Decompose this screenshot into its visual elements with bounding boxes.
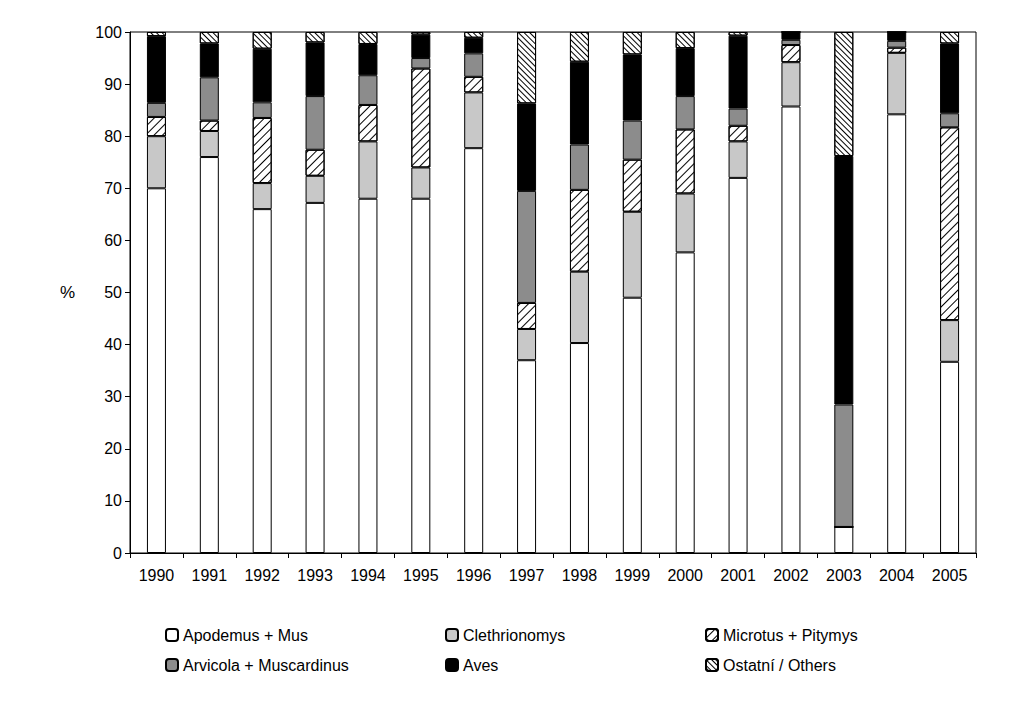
- svg-text:60: 60: [104, 232, 122, 249]
- svg-text:100: 100: [95, 24, 122, 41]
- svg-text:2002: 2002: [773, 567, 809, 584]
- svg-text:Clethrionomys: Clethrionomys: [463, 627, 565, 644]
- svg-text:Arvicola + Muscardinus: Arvicola + Muscardinus: [183, 657, 349, 674]
- svg-text:90: 90: [104, 76, 122, 93]
- svg-text:80: 80: [104, 128, 122, 145]
- svg-text:1996: 1996: [456, 567, 492, 584]
- svg-text:1998: 1998: [562, 567, 598, 584]
- svg-text:2000: 2000: [667, 567, 703, 584]
- svg-text:40: 40: [104, 336, 122, 353]
- svg-text:2004: 2004: [879, 567, 915, 584]
- svg-text:0: 0: [113, 545, 122, 562]
- svg-text:Microtus + Pitymys: Microtus + Pitymys: [723, 627, 858, 644]
- svg-text:2003: 2003: [826, 567, 862, 584]
- svg-text:1993: 1993: [297, 567, 333, 584]
- svg-text:10: 10: [104, 492, 122, 509]
- svg-text:1999: 1999: [615, 567, 651, 584]
- svg-text:20: 20: [104, 440, 122, 457]
- svg-text:1991: 1991: [192, 567, 228, 584]
- svg-text:2005: 2005: [932, 567, 968, 584]
- svg-text:%: %: [60, 283, 75, 302]
- svg-text:30: 30: [104, 388, 122, 405]
- svg-text:1994: 1994: [350, 567, 386, 584]
- svg-text:Apodemus + Mus: Apodemus + Mus: [183, 627, 308, 644]
- svg-text:1995: 1995: [403, 567, 439, 584]
- svg-text:2001: 2001: [720, 567, 756, 584]
- svg-text:Aves: Aves: [463, 657, 498, 674]
- svg-text:70: 70: [104, 180, 122, 197]
- svg-text:1997: 1997: [509, 567, 545, 584]
- svg-text:Ostatní / Others: Ostatní / Others: [723, 657, 836, 674]
- svg-text:1990: 1990: [139, 567, 175, 584]
- svg-text:1992: 1992: [244, 567, 280, 584]
- svg-text:50: 50: [104, 284, 122, 301]
